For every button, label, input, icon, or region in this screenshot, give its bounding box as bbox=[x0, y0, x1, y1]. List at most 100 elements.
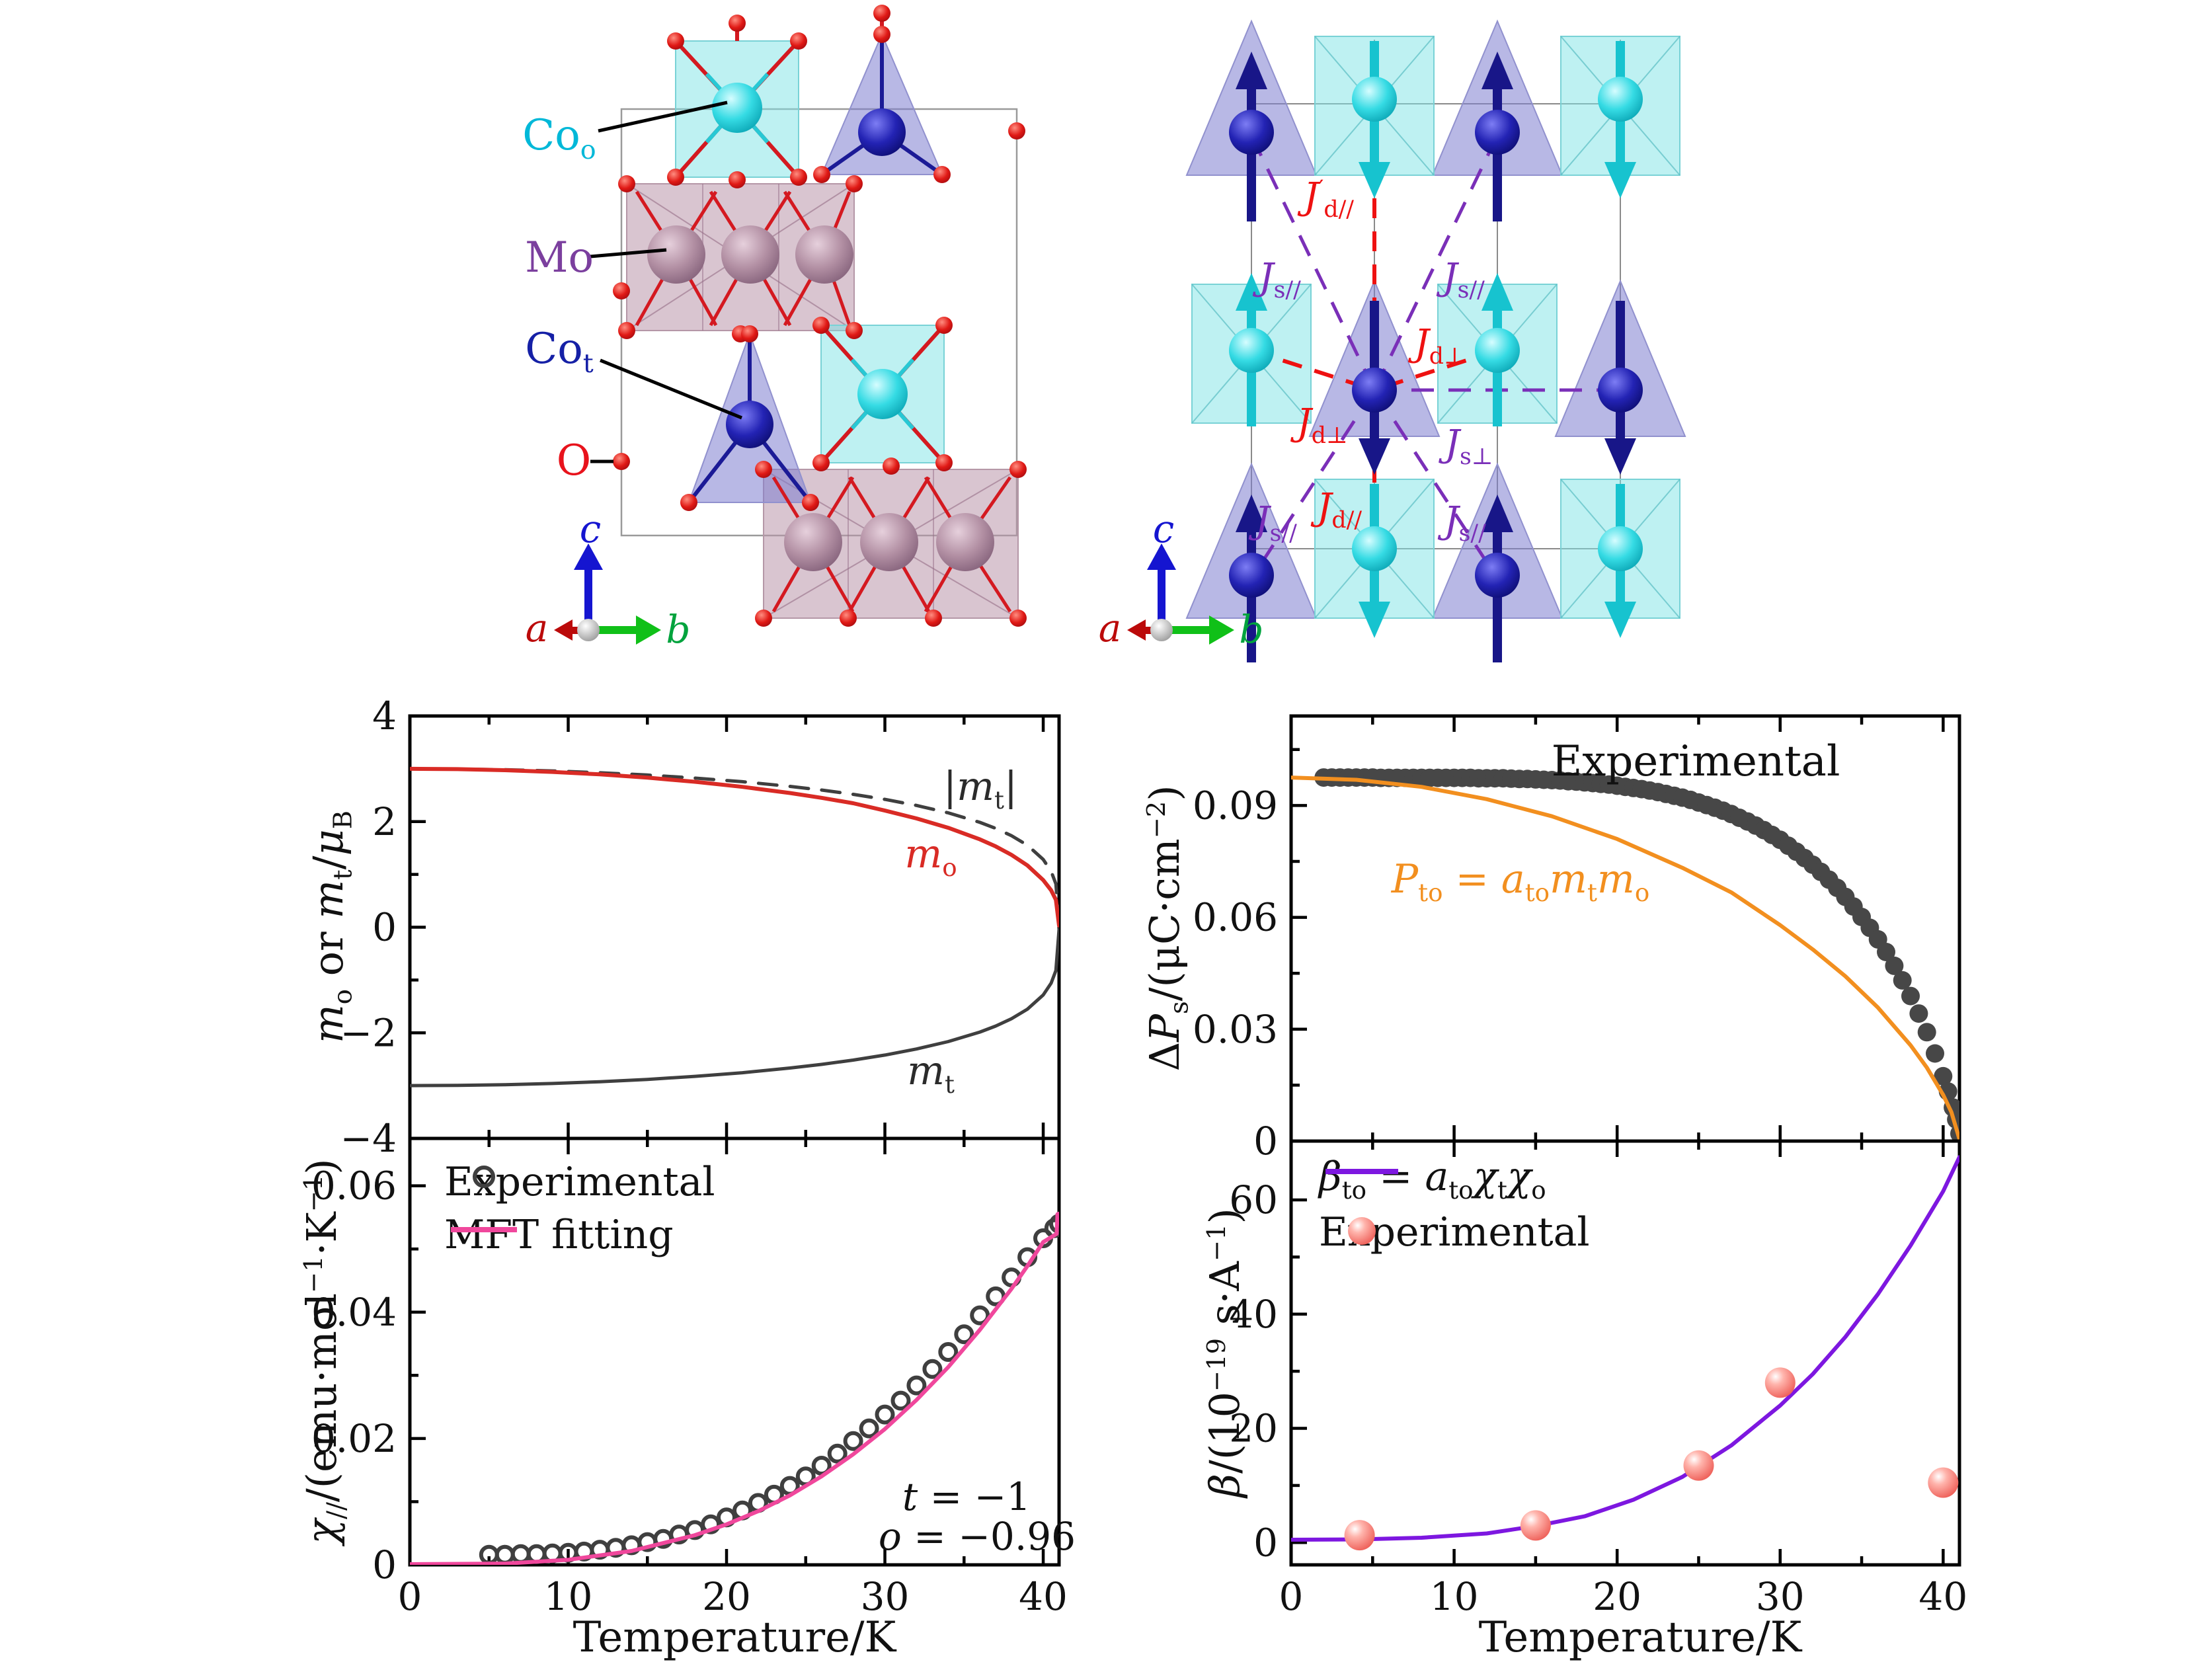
svg-text:0.04: 0.04 bbox=[311, 1290, 397, 1335]
curve bbox=[410, 928, 1059, 1088]
bl-y-axis-title: χ///(emu·mol−1·K−1) bbox=[297, 1158, 352, 1544]
svg-text:0.09: 0.09 bbox=[1193, 783, 1278, 828]
svg-text:10: 10 bbox=[1430, 1574, 1479, 1619]
data-point bbox=[494, 1544, 515, 1565]
data-point bbox=[1683, 1450, 1714, 1481]
annotation-t: t = −1 bbox=[902, 1474, 1031, 1519]
bl-legend-mft-text: MFT fitting bbox=[444, 1212, 674, 1258]
mo-atom bbox=[721, 225, 779, 284]
annotation-o: o = −0.96 bbox=[878, 1514, 1076, 1559]
data-point bbox=[827, 1443, 848, 1464]
j-s-parallel-label: Js// bbox=[1444, 499, 1486, 547]
mo-atom bbox=[647, 225, 705, 284]
curve-label-mo: mo bbox=[904, 831, 957, 883]
j-d-perp-label: Jd⊥ bbox=[1414, 322, 1466, 370]
j-s-parallel-label: Js// bbox=[1255, 499, 1297, 547]
mo-atom bbox=[860, 513, 918, 571]
line-icon bbox=[1325, 1169, 1398, 1174]
js-parallel-line bbox=[1372, 134, 1499, 391]
data-point bbox=[1934, 1066, 1953, 1086]
crystal-structure-panel bbox=[590, 5, 1027, 627]
svg-text:10: 10 bbox=[544, 1574, 593, 1619]
data-point bbox=[875, 1404, 895, 1425]
co-o-atom bbox=[857, 369, 908, 419]
axis-a-label: a bbox=[525, 606, 549, 651]
svg-text:−4: −4 bbox=[340, 1116, 397, 1161]
br-x-axis-title: Temperature/K bbox=[1478, 1613, 1802, 1662]
data-point bbox=[954, 1324, 974, 1345]
open-circle-icon bbox=[473, 1166, 495, 1188]
axes-box bbox=[1289, 1139, 1961, 1567]
j-d-parallel-label: Jd// bbox=[1316, 486, 1363, 534]
curve-label-mt: mt bbox=[907, 1048, 955, 1099]
axis-a-label: a bbox=[1098, 606, 1122, 651]
data-point bbox=[938, 1342, 959, 1362]
data-point bbox=[1909, 1004, 1928, 1023]
svg-text:30: 30 bbox=[1756, 1574, 1805, 1619]
svg-text:0: 0 bbox=[398, 1574, 422, 1619]
tr-experimental-label: Experimental bbox=[1551, 737, 1840, 786]
data-point bbox=[890, 1390, 911, 1411]
plot-panel-br: 60 40 20 00 10 20 30 40 bbox=[1229, 1139, 1967, 1619]
svg-text:−2: −2 bbox=[340, 1010, 397, 1055]
bl-legend-mft: MFT fitting bbox=[444, 1215, 674, 1255]
data-point bbox=[1893, 971, 1912, 990]
bl-x-axis-title: Temperature/K bbox=[573, 1613, 896, 1662]
svg-text:0: 0 bbox=[372, 905, 397, 950]
svg-text:0.03: 0.03 bbox=[1193, 1007, 1278, 1052]
data-point bbox=[1344, 1520, 1375, 1551]
br-legend-fit-text: βto = atoχtχo bbox=[1319, 1154, 1546, 1205]
co-t-atom bbox=[726, 401, 773, 448]
tick-labels: 0.09 0.06 0.03 0 bbox=[1193, 783, 1278, 1164]
svg-text:20: 20 bbox=[1593, 1574, 1641, 1619]
axes-gizmo-right bbox=[1127, 543, 1234, 645]
svg-text:0.02: 0.02 bbox=[311, 1416, 397, 1461]
magnetic-structure-panel bbox=[1185, 19, 1686, 662]
tl-y-axis-title: mo or mt/μB bbox=[304, 810, 358, 1044]
co-t-atom bbox=[858, 108, 906, 156]
co-o-atom bbox=[712, 83, 762, 133]
j-s-parallel-label: Js// bbox=[1442, 256, 1485, 304]
data-point bbox=[1917, 1023, 1936, 1042]
data-point bbox=[859, 1418, 879, 1439]
plot-panel-bl: 0.06 0.04 0.02 00 10 20 30 40 bbox=[311, 1136, 1068, 1619]
svg-text:2: 2 bbox=[372, 799, 397, 844]
svg-text:20: 20 bbox=[702, 1574, 751, 1619]
svg-text:20: 20 bbox=[1229, 1406, 1278, 1451]
curve bbox=[1291, 775, 1959, 1141]
js-parallel-line bbox=[1372, 389, 1499, 580]
axes-gizmo-left bbox=[554, 543, 661, 645]
bl-legend-experimental: Experimental bbox=[444, 1162, 715, 1202]
br-legend-fit: βto = atoχtχo bbox=[1319, 1154, 1546, 1205]
legend-o: O bbox=[556, 436, 592, 485]
series-group bbox=[1291, 1155, 1959, 1551]
j-d-parallel-prime-label: J′d// bbox=[1304, 175, 1354, 223]
data-point bbox=[843, 1431, 863, 1451]
series-group bbox=[1291, 768, 1959, 1141]
spins bbox=[1229, 41, 1643, 662]
structure-diagrams bbox=[554, 5, 1686, 662]
series-group bbox=[410, 766, 1059, 1088]
js-parallel-line bbox=[1249, 134, 1376, 391]
curve bbox=[410, 1211, 1059, 1565]
curve bbox=[410, 766, 1059, 928]
tick-labels: 60 40 20 00 10 20 30 40 bbox=[1229, 1177, 1967, 1619]
curve-label-mt-abs: |mt| bbox=[943, 764, 1018, 815]
plot-panel-tl: 4 2 0 −2 −4 bbox=[340, 694, 1061, 1161]
data-point bbox=[701, 1514, 721, 1534]
axis-c-label: c bbox=[579, 506, 602, 551]
tr-fit-equation-label: Pto = atomtmo bbox=[1391, 856, 1650, 908]
axis-b-label: b bbox=[666, 607, 691, 652]
svg-text:40: 40 bbox=[1019, 1574, 1068, 1619]
tick-labels: 4 2 0 −2 −4 bbox=[340, 694, 397, 1161]
axis-c-label: c bbox=[1152, 506, 1175, 551]
data-point bbox=[1885, 956, 1904, 975]
svg-text:0.06: 0.06 bbox=[311, 1164, 397, 1209]
axes-box bbox=[408, 1136, 1061, 1567]
tick-labels: 0.06 0.04 0.02 00 10 20 30 40 bbox=[311, 1164, 1068, 1619]
legend-co-t: Cot bbox=[525, 325, 594, 379]
data-point bbox=[922, 1359, 943, 1379]
svg-text:0: 0 bbox=[372, 1542, 397, 1587]
svg-text:40: 40 bbox=[1918, 1574, 1967, 1619]
